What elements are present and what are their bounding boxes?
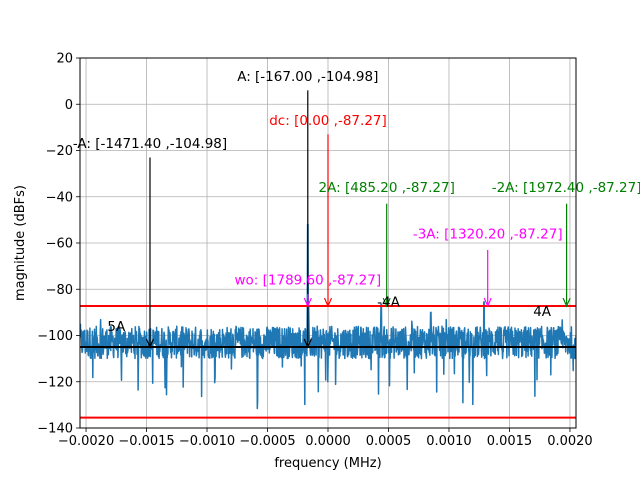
y-tick-label: −140 [37, 422, 73, 437]
annotation-label: A: [-167.00 ,-104.98] [237, 69, 378, 85]
annotation-arrow-head [562, 297, 571, 308]
annotation-arrow-head [483, 297, 492, 308]
annotation-arrow-head [145, 338, 155, 349]
annotation-label: dc: [0.00 ,-87.27] [269, 113, 387, 129]
annotation-arrow-head [303, 297, 312, 308]
annotation-label: -A: [-1471.40 ,-104.98] [73, 136, 227, 152]
y-tick-label: 0 [65, 98, 73, 113]
annotation-label: -3A: [1320.20 ,-87.27] [413, 226, 563, 242]
harmonic-text-labels: 5A -4A 4A [107, 295, 551, 335]
y-tick-label: 20 [56, 52, 73, 67]
annotation-label: 2A: [485.20 ,-87.27] [319, 180, 455, 196]
x-tick-label: 0.0010 [426, 434, 472, 449]
y-tick-label: −100 [37, 329, 73, 344]
harmonic-label: 5A [107, 319, 126, 335]
x-tick-label: −0.0020 [58, 434, 114, 449]
y-axis-ticks: 20 0 −20 −40 −60 −80 −100 −120 −140 [37, 52, 80, 437]
x-axis-ticks: −0.0020 −0.0015 −0.0010 −0.0005 0.0000 0.0005… [58, 428, 593, 449]
y-axis-label: magnitude (dBFs) [13, 185, 28, 301]
y-tick-label: −20 [46, 144, 73, 159]
x-tick-label: 0.0005 [366, 434, 412, 449]
x-tick-label: 0.0015 [487, 434, 533, 449]
annotation-arrow-head [323, 297, 333, 308]
x-tick-label: −0.0010 [179, 434, 235, 449]
x-tick-label: 0.0000 [305, 434, 351, 449]
annotation-arrow-head [382, 297, 391, 308]
annotation-label: -2A: [1972.40 ,-87.27] [492, 180, 640, 196]
y-tick-label: −40 [46, 190, 73, 205]
y-tick-label: −120 [37, 375, 73, 390]
y-tick-label: −80 [46, 283, 73, 298]
annotation-arrow-head [303, 338, 312, 349]
harmonic-label: -4A [377, 295, 400, 311]
x-axis-label: frequency (MHz) [274, 456, 381, 471]
x-tick-label: −0.0005 [239, 434, 295, 449]
harmonic-label: 4A [533, 304, 552, 320]
x-tick-label: 0.0020 [547, 434, 593, 449]
y-tick-label: −60 [46, 237, 73, 252]
x-tick-label: −0.0015 [118, 434, 174, 449]
annotations: A: [-167.00 ,-104.98] dc: [0.00 ,-87.27] -… [73, 69, 640, 349]
annotation-label: wo: [1789.60 ,-87.27] [234, 273, 381, 289]
